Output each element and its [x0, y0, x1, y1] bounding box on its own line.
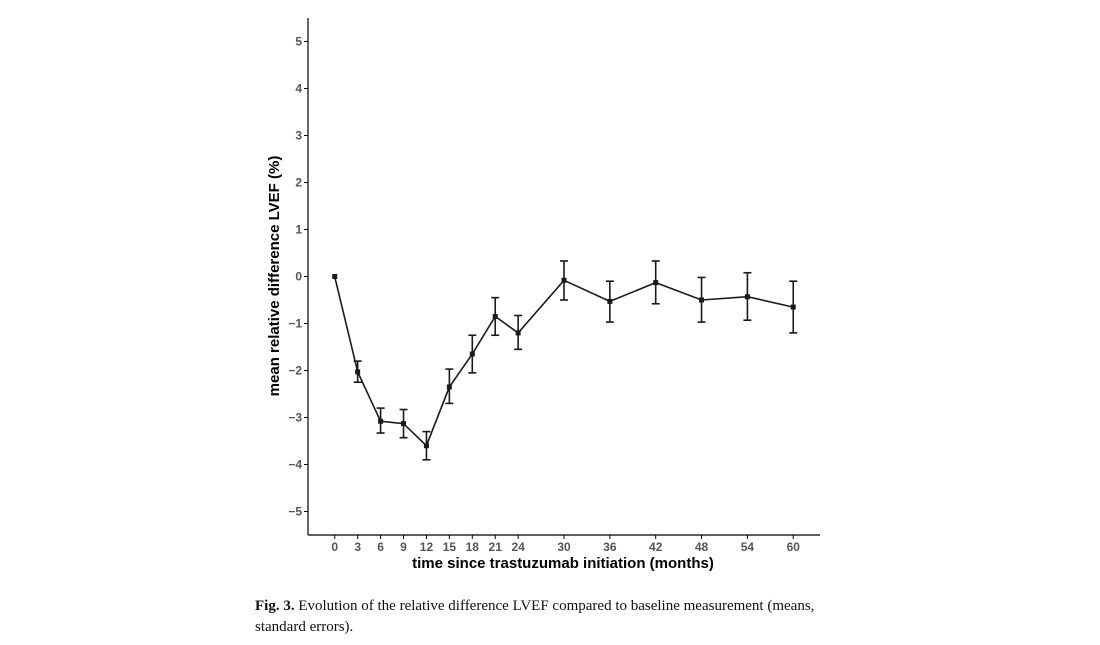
y-tick-label: −5 — [288, 505, 302, 519]
y-tick-label: −3 — [288, 411, 302, 425]
x-tick-label: 54 — [741, 540, 755, 554]
data-points — [332, 274, 796, 449]
x-tick-label: 36 — [603, 540, 617, 554]
data-point — [378, 418, 384, 424]
data-point — [492, 313, 498, 319]
data-point — [561, 277, 567, 283]
data-point — [355, 369, 361, 375]
data-point — [653, 280, 659, 286]
y-tick-label: 0 — [295, 270, 302, 284]
data-point — [423, 443, 429, 449]
x-tick-label: 60 — [787, 540, 801, 554]
x-tick-label: 18 — [466, 540, 480, 554]
data-point — [607, 298, 613, 304]
x-tick-label: 48 — [695, 540, 709, 554]
figure-caption: Fig. 3. Evolution of the relative differ… — [255, 596, 845, 638]
x-tick-label: 42 — [649, 540, 663, 554]
x-tick-label: 30 — [557, 540, 571, 554]
data-point — [401, 421, 407, 427]
error-bars — [353, 260, 798, 461]
x-axis-title: time since trastuzumab initiation (month… — [412, 555, 714, 572]
y-tick-label: −4 — [288, 458, 302, 472]
y-tick-label: 2 — [295, 176, 302, 190]
data-point — [332, 274, 338, 279]
y-tick-label: 1 — [295, 223, 302, 237]
data-point — [515, 330, 521, 336]
x-tick-label: 9 — [400, 540, 407, 554]
figure-label: Fig. 3. — [255, 598, 295, 614]
x-tick-label: 12 — [420, 540, 434, 554]
x-tick-label: 15 — [443, 540, 457, 554]
y-tick-label: 4 — [295, 82, 302, 96]
data-point — [790, 304, 796, 310]
data-point — [744, 294, 750, 300]
x-tick-label: 6 — [377, 540, 384, 554]
y-tick-label: 3 — [295, 129, 302, 143]
x-tick-label: 24 — [511, 540, 525, 554]
data-point — [446, 384, 452, 390]
y-tick-label: −2 — [288, 364, 302, 378]
data-point — [699, 297, 705, 303]
x-tick-label: 21 — [489, 540, 503, 554]
data-point — [469, 351, 475, 357]
y-tick-label: −1 — [288, 317, 302, 331]
y-tick-label: 5 — [295, 35, 302, 49]
x-tick-label: 0 — [331, 540, 338, 554]
y-axis-title: mean relative difference LVEF (%) — [266, 156, 283, 397]
figure-caption-text: Evolution of the relative difference LVE… — [255, 598, 815, 635]
x-tick-label: 3 — [354, 540, 361, 554]
